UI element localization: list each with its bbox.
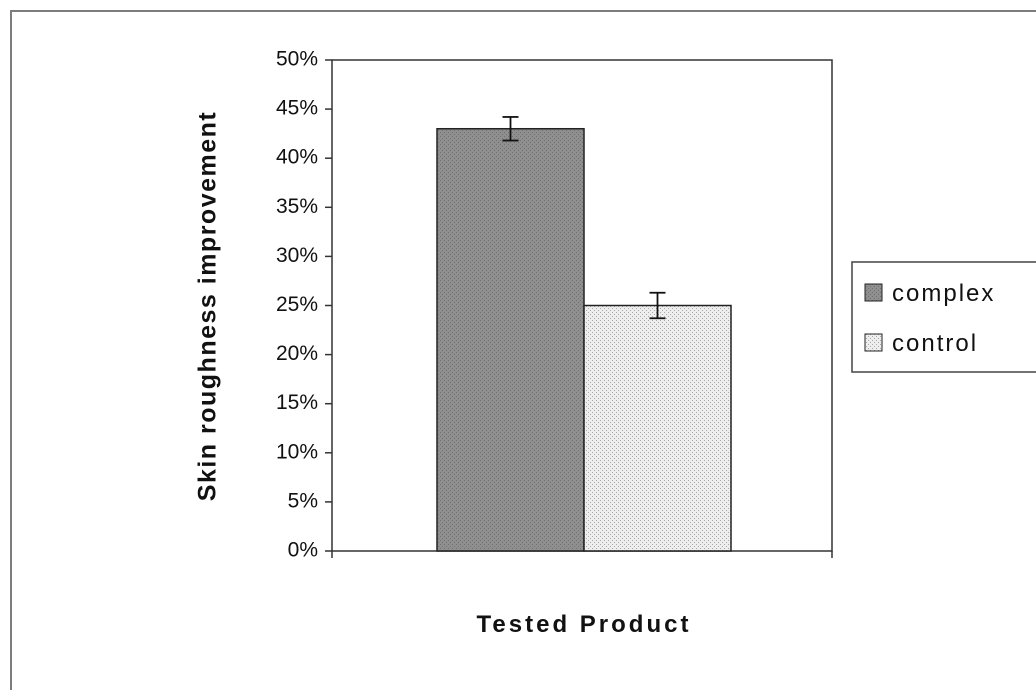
- legend-box: [851, 261, 1036, 373]
- y-tick-label: 0%: [288, 539, 318, 562]
- bar-chart: 0% 5% 10% 15% 20% 25% 30% 35% 40% 45% 50% Skin rou…: [194, 48, 1036, 638]
- error-bars: [502, 116, 666, 320]
- y-tick-label: 10%: [276, 440, 318, 463]
- legend-swatch-complex: [864, 283, 883, 302]
- y-tick-label: 40%: [276, 146, 318, 169]
- y-tick-label: 45%: [276, 97, 318, 120]
- legend-label-control: control: [892, 330, 978, 357]
- bar-control: [583, 304, 732, 552]
- bar-complex: [436, 127, 585, 552]
- bars: [436, 127, 732, 552]
- y-axis-title: Skin roughness improvement: [194, 111, 222, 501]
- y-tick-label: 20%: [276, 342, 318, 365]
- chart-frame: 0% 5% 10% 15% 20% 25% 30% 35% 40% 45% 50% Skin rou…: [10, 10, 1036, 690]
- y-tick-label: 15%: [276, 391, 318, 414]
- y-axis-ticks: 0% 5% 10% 15% 20% 25% 30% 35% 40% 45% 50%: [276, 48, 833, 562]
- y-tick-label: 50%: [276, 48, 318, 71]
- legend-swatch-control: [864, 333, 883, 352]
- y-tick-label: 35%: [276, 195, 318, 218]
- x-axis-title: Tested Product: [477, 611, 692, 638]
- y-tick-label: 30%: [276, 244, 318, 267]
- y-tick-label: 25%: [276, 293, 318, 316]
- y-tick-label: 5%: [288, 489, 318, 512]
- legend: complex control: [851, 261, 1036, 373]
- legend-label-complex: complex: [892, 280, 995, 307]
